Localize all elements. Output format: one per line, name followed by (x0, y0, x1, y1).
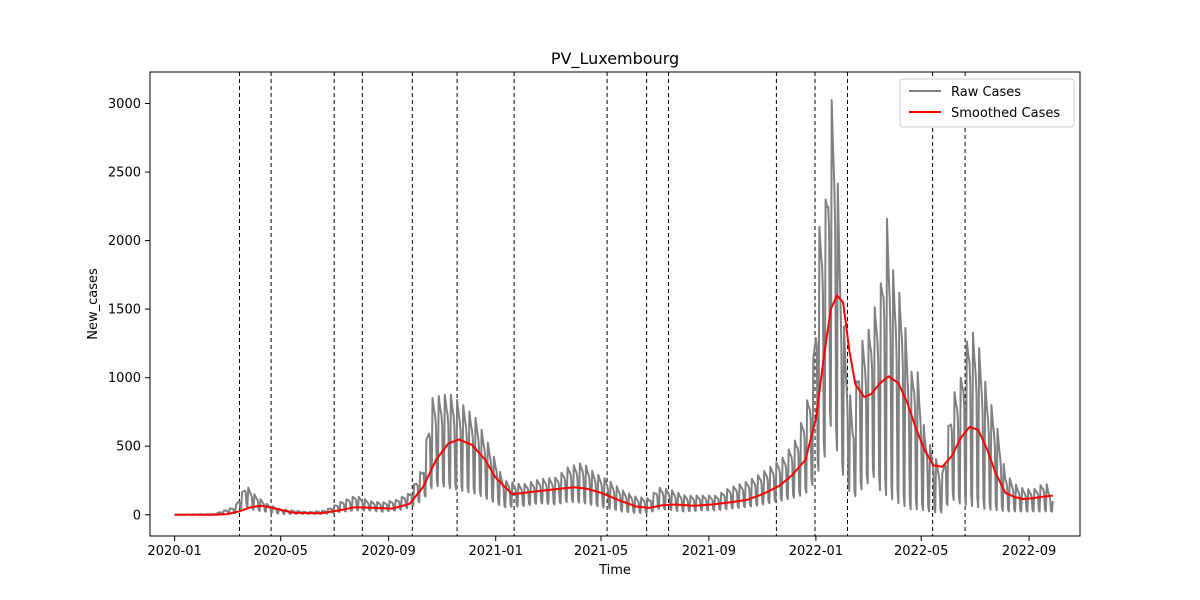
legend-label-raw-cases: Raw Cases (951, 85, 1021, 100)
x-tick-label-2: 2020-09 (361, 544, 415, 559)
y-axis-label: New_cases (86, 268, 101, 340)
x-axis-label: Time (598, 563, 631, 578)
series-smoothed-cases-line (174, 294, 1053, 516)
x-tick-label-5: 2021-09 (682, 544, 736, 559)
plot-area: 2020-01 2020-05 2020-09 2021-01 2021-05 2021-… (108, 71, 1081, 559)
x-tick-label-8: 2022-09 (1002, 544, 1056, 559)
y-tick-label-2: 1000 (108, 371, 141, 386)
chart-title: PV_Luxembourg (551, 49, 679, 69)
y-tick-label-5: 2500 (108, 166, 141, 181)
y-tick-label-0: 0 (133, 508, 141, 523)
x-tick-label-4: 2021-05 (574, 544, 628, 559)
x-tick-label-1: 2020-05 (254, 544, 308, 559)
y-tick-label-4: 2000 (108, 234, 141, 249)
x-tick-label-0: 2020-01 (147, 544, 201, 559)
x-tick-label-6: 2022-01 (789, 544, 843, 559)
x-tick-label-3: 2021-01 (469, 544, 523, 559)
plot-frame (149, 71, 1081, 537)
y-tick-label-6: 3000 (108, 97, 141, 112)
y-tick-label-3: 1500 (108, 303, 141, 318)
y-tick-label-1: 500 (116, 440, 141, 455)
legend: Raw Cases Smoothed Cases (899, 78, 1075, 128)
x-tick-label-7: 2022-05 (894, 544, 948, 559)
legend-label-smoothed-cases: Smoothed Cases (951, 106, 1060, 121)
legend-box (899, 78, 1075, 128)
